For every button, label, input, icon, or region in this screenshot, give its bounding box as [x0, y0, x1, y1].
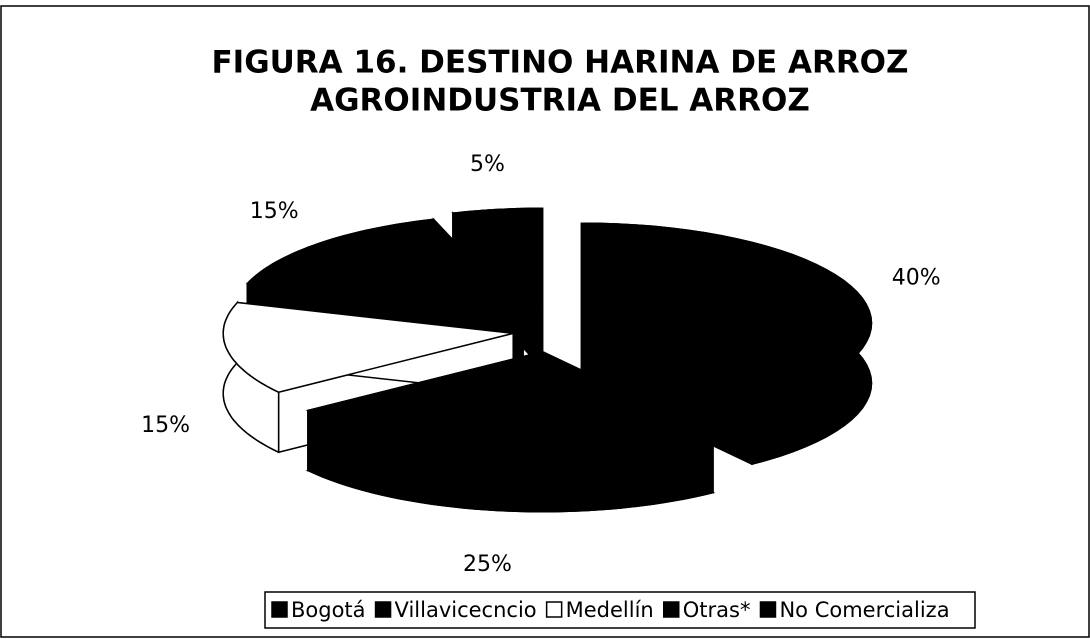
data-label: 25% — [463, 552, 512, 577]
data-label: 40% — [892, 265, 941, 290]
chart-title: FIGURA 16. DESTINO HARINA DE ARROZ — [211, 45, 908, 81]
pie-slice — [580, 222, 873, 466]
data-label: 15% — [250, 199, 299, 224]
slice-top — [245, 218, 526, 316]
slice-top — [222, 301, 514, 393]
slice-top — [580, 222, 873, 405]
slice-top — [451, 207, 544, 311]
legend-swatch — [759, 601, 777, 618]
legend-swatch — [271, 601, 288, 618]
legend-label: Medellín — [566, 598, 654, 622]
legend-label: Villavicecncio — [395, 598, 537, 622]
legend-label: No Comercializa — [779, 598, 949, 622]
legend-swatch — [545, 601, 563, 618]
data-label: 5% — [470, 152, 505, 177]
chart-frame — [0, 5, 1090, 638]
pie-slice — [305, 350, 716, 513]
legend-label: Bogotá — [291, 598, 366, 622]
chart-title: AGROINDUSTRIA DEL ARROZ — [310, 83, 810, 119]
slice-top — [305, 350, 716, 453]
legend-swatch — [374, 601, 392, 618]
legend-label: Otras* — [683, 598, 751, 622]
legend-swatch — [663, 601, 680, 618]
data-label: 15% — [141, 413, 190, 438]
